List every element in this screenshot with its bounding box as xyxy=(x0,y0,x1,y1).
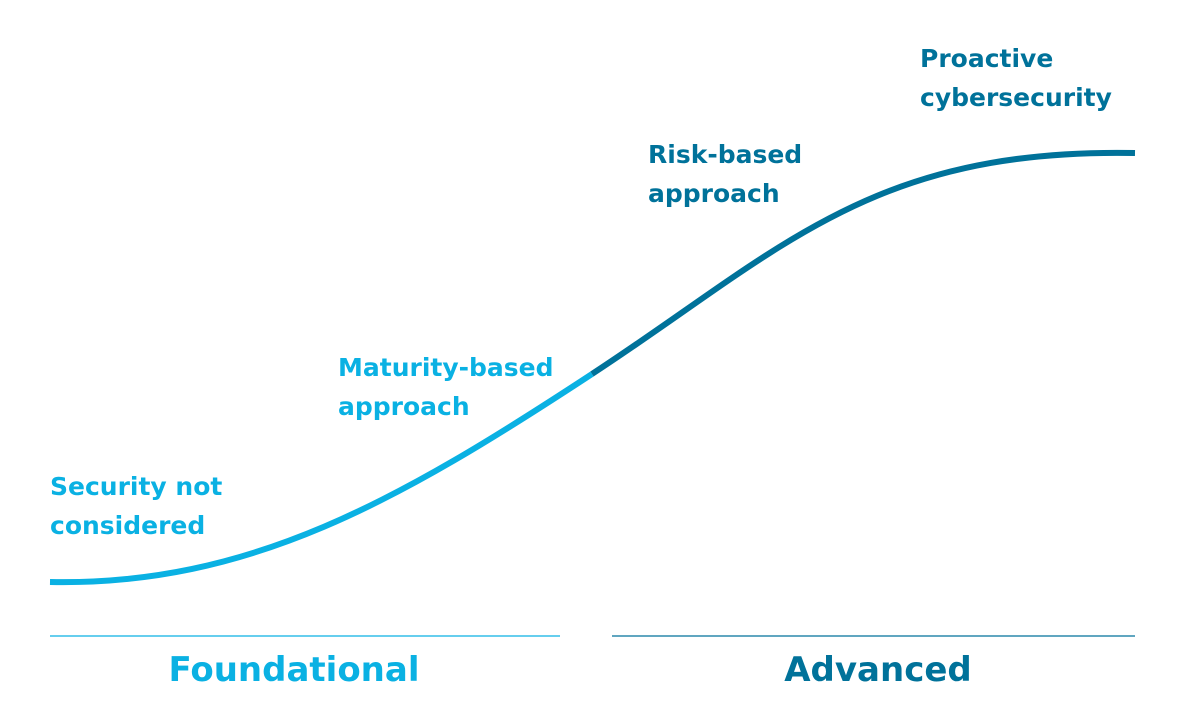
curve-advanced xyxy=(590,149,1136,377)
stage-label: approach xyxy=(648,179,780,208)
phase-label: Foundational xyxy=(169,650,420,690)
stage-label: approach xyxy=(338,392,470,421)
stage-label: Risk-based xyxy=(648,140,802,169)
phase-label: Advanced xyxy=(784,650,972,690)
stage-label: Maturity-based xyxy=(338,353,554,382)
stage-label: considered xyxy=(50,511,205,540)
stage-label: Proactive xyxy=(920,44,1053,73)
curve-foundational xyxy=(49,371,594,586)
stage-label: Security not xyxy=(50,472,222,501)
stage-label: cybersecurity xyxy=(920,83,1112,112)
